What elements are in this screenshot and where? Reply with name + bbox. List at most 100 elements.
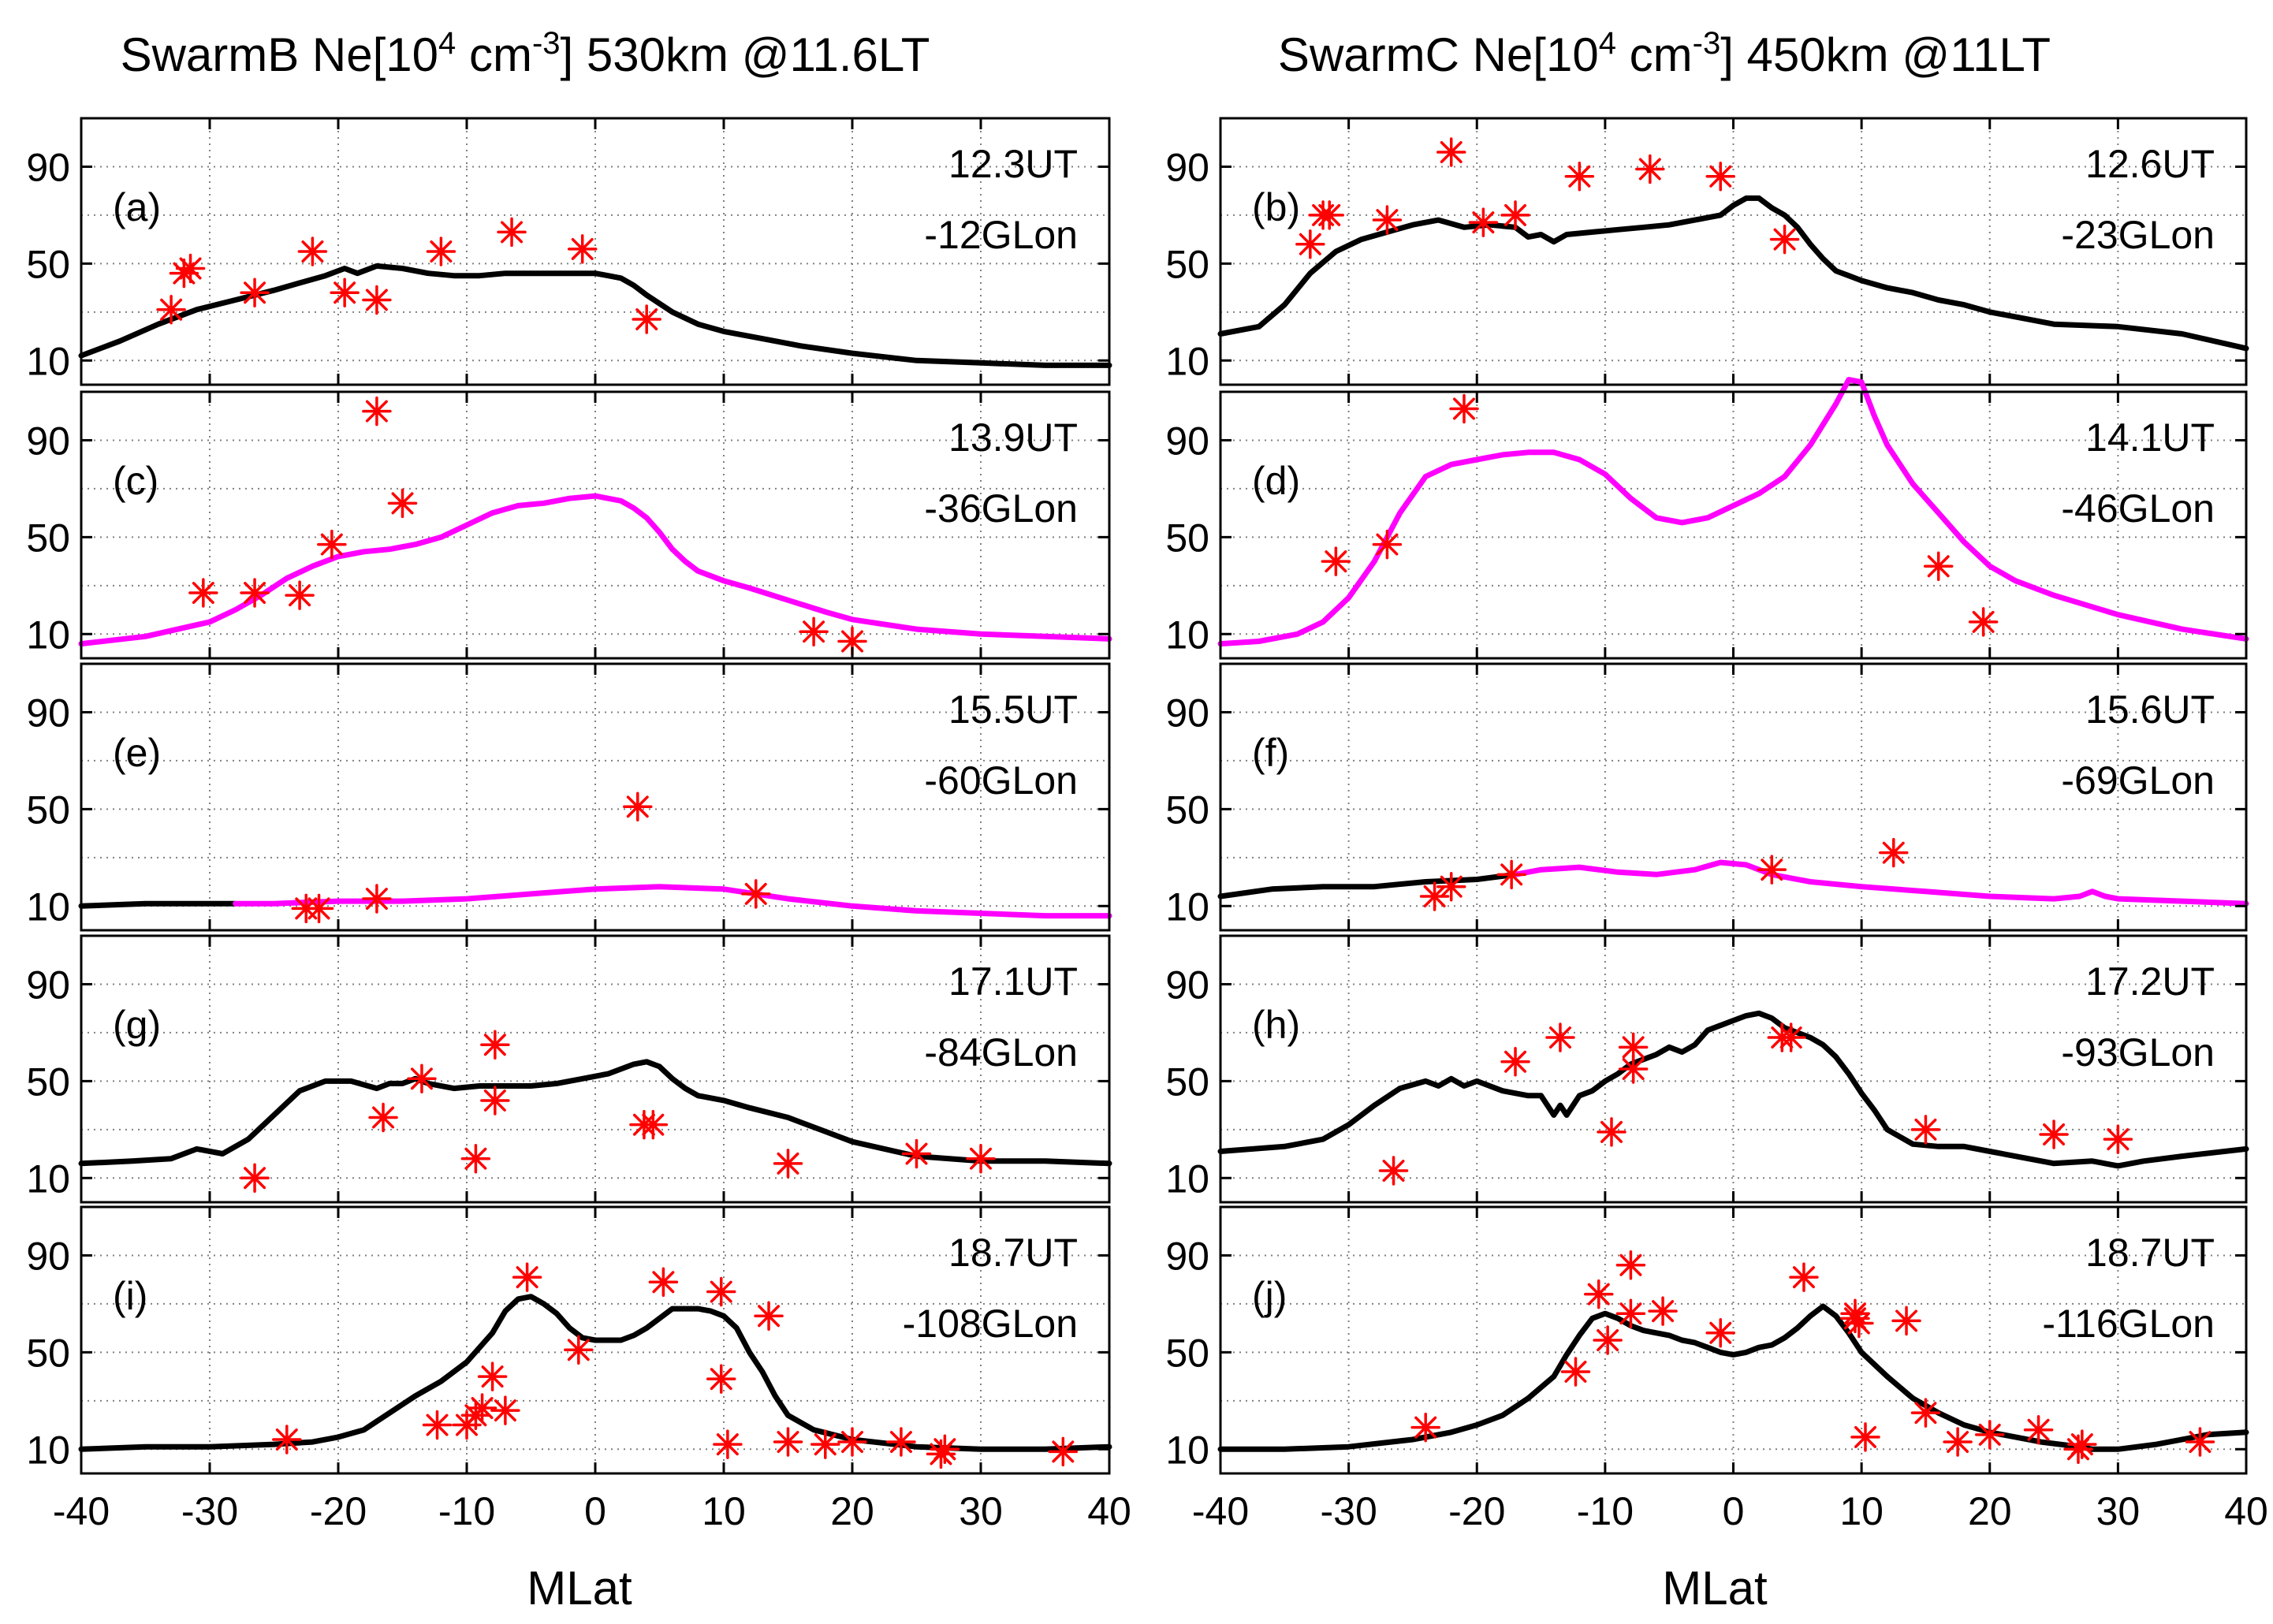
ut-label: 14.1UT [2085, 415, 2215, 460]
y-tick-label: 90 [26, 145, 70, 189]
ground-marker [1500, 1047, 1530, 1077]
ground-marker [1419, 881, 1450, 911]
ground-marker [1891, 1306, 1921, 1336]
ground-marker [1850, 1422, 1880, 1452]
ground-marker [2103, 1124, 2133, 1154]
ut-label: 18.7UT [2085, 1231, 2215, 1275]
y-tick-label: 10 [1165, 613, 1209, 657]
ground-marker [1769, 224, 1800, 255]
x-tick-label: 0 [584, 1489, 606, 1533]
glon-label: -93GLon [2061, 1030, 2215, 1075]
y-tick-label: 10 [1165, 885, 1209, 929]
x-tick-label: 30 [959, 1489, 1003, 1533]
panel-letter: (j) [1252, 1274, 1287, 1318]
y-tick-label: 10 [26, 885, 70, 929]
ground-marker [497, 217, 527, 248]
x-tick-label: -10 [1577, 1489, 1634, 1533]
panel-e: 10 50 90 (e) 15.5UT -60GLon [26, 662, 1112, 932]
x-tick-label: 40 [2224, 1489, 2268, 1533]
ground-marker [1757, 855, 1787, 885]
ground-marker [1449, 393, 1479, 424]
ut-label: 12.6UT [2085, 142, 2215, 186]
ground-marker [810, 1429, 840, 1459]
panel-f: 10 50 90 (f) 15.6UT -69GLon [1165, 662, 2249, 932]
y-tick-label: 50 [1165, 242, 1209, 286]
ground-marker [1295, 229, 1325, 259]
ground-marker [567, 234, 598, 264]
series-line-black [78, 1294, 1112, 1452]
ground-marker [175, 253, 206, 284]
ground-marker [407, 1063, 437, 1094]
left-x-axis-label: MLat [527, 1562, 632, 1615]
glon-label: -116GLon [2042, 1302, 2215, 1346]
y-tick-label: 90 [26, 419, 70, 463]
y-tick-label: 50 [26, 788, 70, 832]
ground-marker [1789, 1262, 1819, 1292]
y-tick-label: 10 [1165, 1157, 1209, 1201]
glon-label: -23GLon [2061, 213, 2215, 257]
glon-label: -69GLon [2061, 758, 2215, 803]
ground-marker [1496, 859, 1526, 890]
ground-marker [1597, 1117, 1626, 1147]
y-tick-label: 50 [26, 1060, 70, 1104]
panel-i: 10 50 90 -40 -30 -20 -10 0 10 20 30 40 (i) 18.7UT -108… [26, 1205, 1131, 1533]
y-tick-label: 50 [1165, 1331, 1209, 1375]
ground-marker [422, 1410, 453, 1440]
y-tick-label: 10 [26, 339, 70, 383]
ground-marker [1615, 1298, 1646, 1328]
series-line-black [1217, 1303, 2249, 1452]
panel-g: 10 50 90 (g) 17.1UT -84GLon [26, 934, 1112, 1204]
x-tick-label: -40 [1192, 1489, 1249, 1533]
ground-marker [741, 879, 771, 909]
x-tick-label: 0 [1723, 1489, 1745, 1533]
ut-label: 15.5UT [948, 687, 1078, 732]
glon-label: -84GLon [924, 1030, 1078, 1075]
ground-marker [1705, 161, 1735, 192]
ground-marker [156, 294, 186, 325]
ground-marker [1410, 1412, 1440, 1443]
ground-marker [317, 529, 347, 560]
ground-marker [623, 792, 653, 822]
x-tick-label: -20 [1448, 1489, 1505, 1533]
ground-marker [1560, 1357, 1591, 1387]
y-tick-label: 50 [26, 516, 70, 560]
ground-marker [1314, 200, 1344, 230]
ground-marker [1321, 546, 1351, 576]
ground-marker [2023, 1414, 2054, 1445]
glon-label: -46GLon [2061, 486, 2215, 531]
y-tick-label: 10 [26, 1428, 70, 1472]
glon-label: -60GLon [924, 758, 1078, 803]
y-tick-label: 90 [1165, 963, 1209, 1007]
ground-marker [1776, 1022, 1806, 1052]
y-tick-label: 10 [1165, 339, 1209, 383]
ut-label: 12.3UT [948, 142, 1078, 186]
x-tick-label: -40 [53, 1489, 110, 1533]
ground-marker [754, 1301, 784, 1332]
y-tick-label: 50 [1165, 516, 1209, 560]
y-tick-label: 90 [26, 963, 70, 1007]
ground-marker [773, 1427, 803, 1457]
ground-marker [648, 1267, 679, 1298]
ground-marker [1618, 1032, 1649, 1063]
y-tick-label: 50 [26, 1331, 70, 1375]
y-tick-label: 10 [26, 613, 70, 657]
ground-marker [480, 1086, 510, 1116]
series-line-magenta [1217, 377, 2249, 647]
ground-marker [362, 884, 392, 914]
glon-label: -108GLon [903, 1302, 1078, 1346]
x-tick-label: -10 [438, 1489, 495, 1533]
ground-marker [477, 1361, 508, 1391]
y-tick-label: 10 [1165, 1428, 1209, 1472]
ground-marker [1615, 1250, 1646, 1280]
panel-letter: (c) [113, 459, 158, 503]
ground-marker [1923, 551, 1954, 581]
y-tick-label: 10 [26, 1157, 70, 1201]
x-tick-label: 30 [2096, 1489, 2141, 1533]
ground-marker [799, 616, 829, 646]
panel-a: 10 50 90 (a) 12.3UT -12GLon [26, 117, 1112, 386]
ground-marker [2185, 1427, 2215, 1457]
series-line-magenta [1512, 859, 2249, 907]
ground-marker [1635, 154, 1665, 184]
ground-marker [285, 580, 315, 610]
